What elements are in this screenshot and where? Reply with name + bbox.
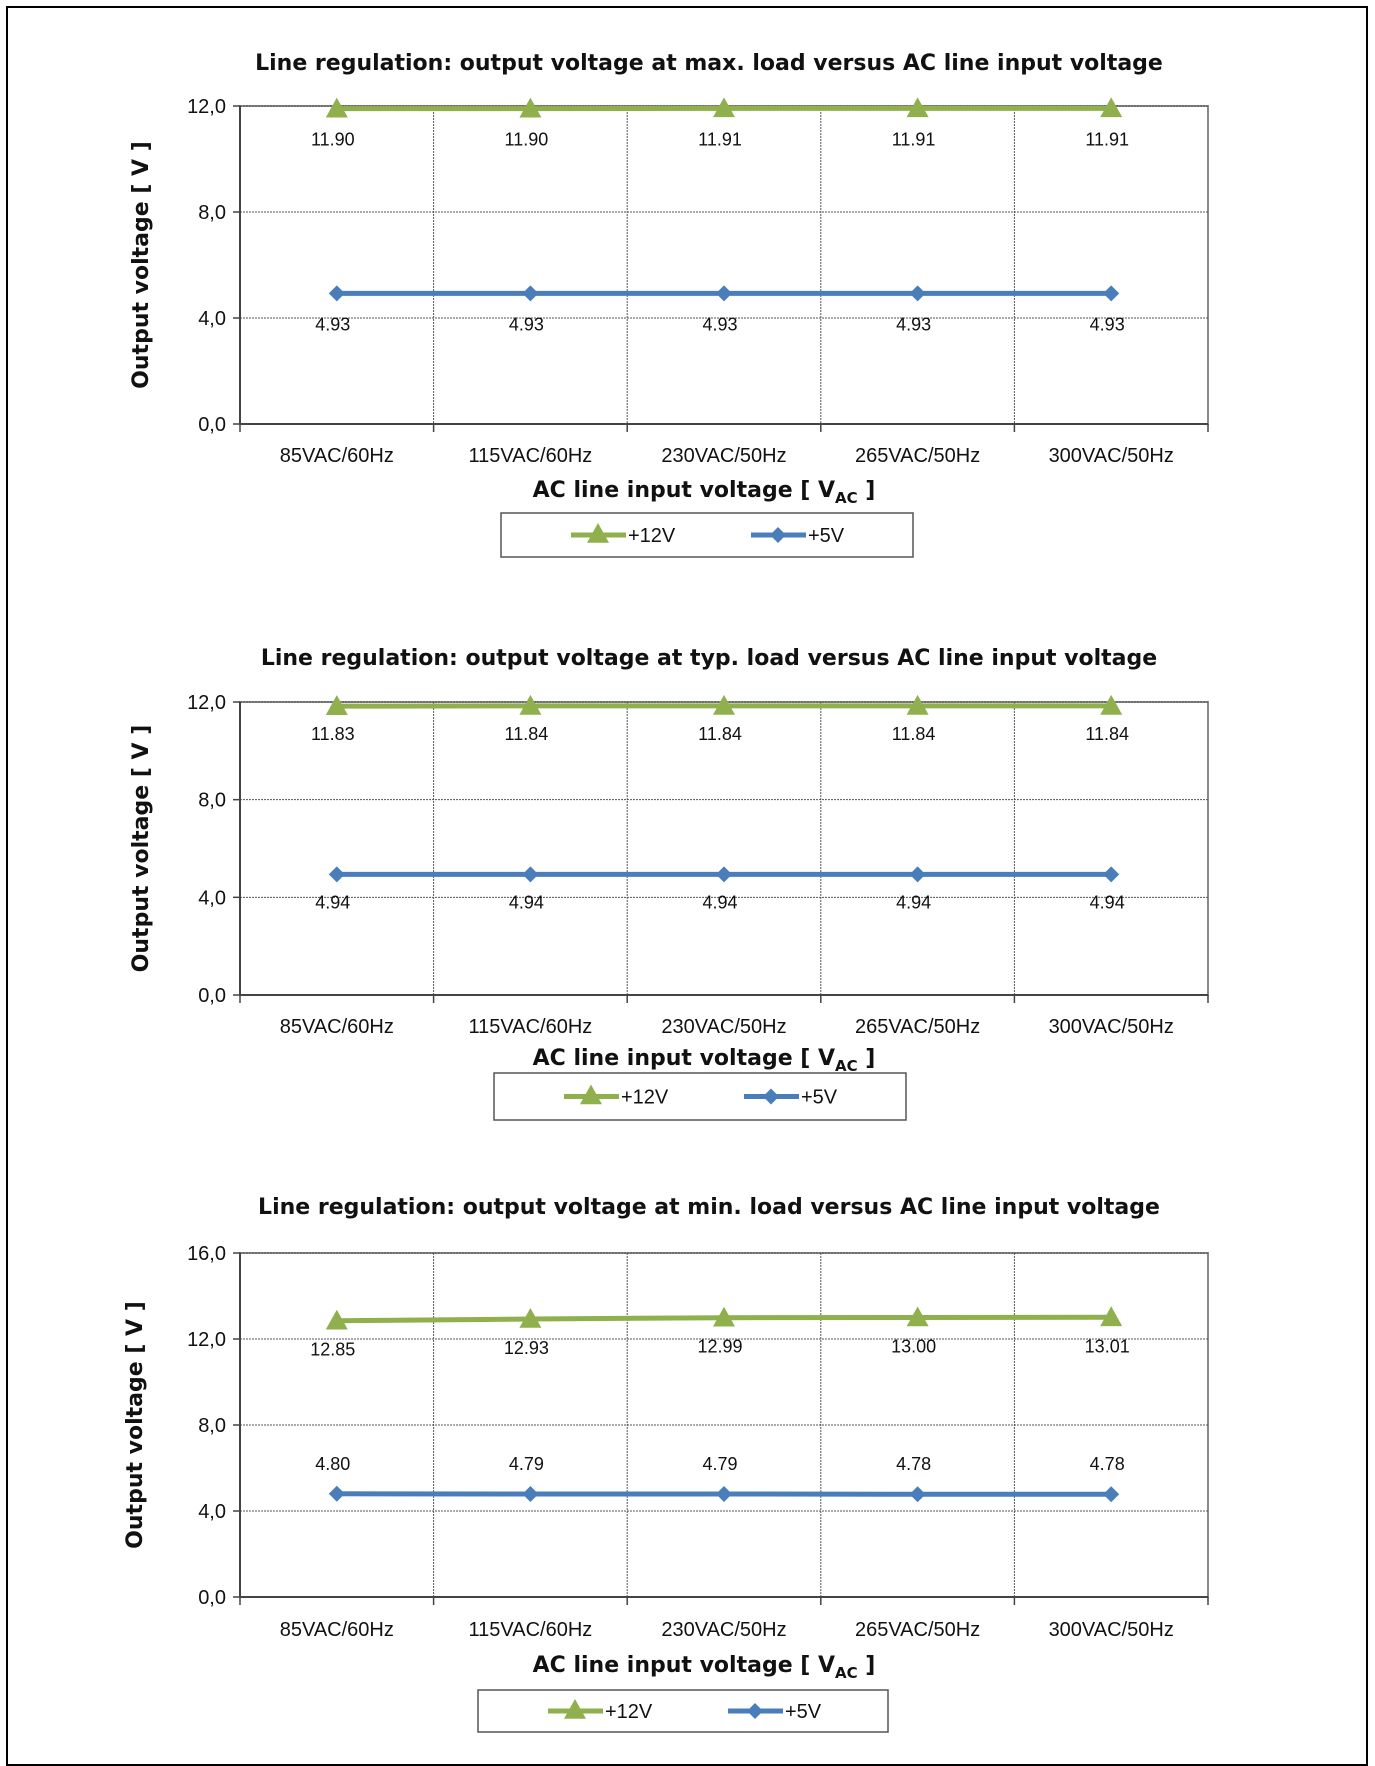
data-label: 4.93 <box>509 314 544 334</box>
data-label: 11.84 <box>1085 724 1129 744</box>
legend-label: +12V <box>621 1087 669 1109</box>
y-axis-title: Output voltage [ V ] <box>129 725 154 973</box>
legend-label: +12V <box>628 525 676 547</box>
data-label: 4.94 <box>702 892 737 912</box>
y-tick-label: 12,0 <box>187 96 226 118</box>
data-point <box>329 285 345 301</box>
data-label: 4.94 <box>509 892 544 912</box>
x-tick-label: 85VAC/60Hz <box>280 1619 394 1641</box>
y-tick-label: 16,0 <box>187 1243 226 1265</box>
x-tick-label: 300VAC/50Hz <box>1049 1619 1174 1641</box>
legend-box <box>478 1690 888 1732</box>
legend-label: +5V <box>808 525 845 547</box>
x-tick-label: 115VAC/60Hz <box>469 1016 593 1038</box>
x-tick-label: 115VAC/60Hz <box>469 445 593 467</box>
data-label: 12.93 <box>504 1338 549 1358</box>
y-tick-label: 0,0 <box>198 985 226 1007</box>
data-label: 4.93 <box>1090 314 1125 334</box>
chart-title: Line regulation: output voltage at typ. … <box>261 646 1157 671</box>
x-axis-title: AC line input voltage [ VAC ] <box>533 478 876 507</box>
data-label: 4.79 <box>509 1454 544 1474</box>
legend-label: +5V <box>801 1087 838 1109</box>
x-axis-title: AC line input voltage [ VAC ] <box>533 1046 876 1075</box>
x-tick-label: 230VAC/50Hz <box>661 1016 786 1038</box>
data-label: 11.91 <box>1085 129 1129 149</box>
chart-3: Line regulation: output voltage at min. … <box>123 1195 1208 1732</box>
plot-area <box>240 106 1208 424</box>
y-tick-label: 0,0 <box>198 414 226 436</box>
data-label: 11.91 <box>892 129 936 149</box>
data-label: 11.83 <box>311 724 355 744</box>
data-point <box>910 1486 926 1502</box>
y-tick-label: 12,0 <box>187 692 226 714</box>
data-point <box>522 1486 538 1502</box>
data-point <box>522 866 538 882</box>
y-axis-title: Output voltage [ V ] <box>123 1301 148 1549</box>
x-tick-label: 85VAC/60Hz <box>280 445 394 467</box>
data-point <box>329 1486 345 1502</box>
y-tick-label: 4,0 <box>198 1501 226 1523</box>
data-label: 4.78 <box>896 1454 931 1474</box>
data-point <box>1103 866 1119 882</box>
y-tick-label: 0,0 <box>198 1587 226 1609</box>
data-label: 11.84 <box>505 724 549 744</box>
x-tick-label: 115VAC/60Hz <box>469 1619 593 1641</box>
y-axis-title: Output voltage [ V ] <box>129 141 154 389</box>
x-tick-label: 265VAC/50Hz <box>855 1619 980 1641</box>
data-label: 4.79 <box>702 1454 737 1474</box>
x-tick-label: 300VAC/50Hz <box>1049 445 1174 467</box>
chart-1: Line regulation: output voltage at max. … <box>129 51 1208 557</box>
data-label: 11.84 <box>892 724 936 744</box>
data-point <box>1103 1486 1119 1502</box>
chart-title: Line regulation: output voltage at max. … <box>255 51 1163 76</box>
legend-label: +5V <box>785 1701 822 1723</box>
data-label: 4.94 <box>315 892 350 912</box>
data-point <box>522 285 538 301</box>
data-label: 4.94 <box>896 892 931 912</box>
data-label: 4.80 <box>315 1454 350 1474</box>
legend-label: +12V <box>605 1701 653 1723</box>
y-tick-label: 8,0 <box>198 1415 226 1437</box>
data-label: 4.93 <box>896 314 931 334</box>
y-tick-label: 8,0 <box>198 202 226 224</box>
x-tick-label: 230VAC/50Hz <box>661 1619 786 1641</box>
x-tick-label: 230VAC/50Hz <box>661 445 786 467</box>
data-label: 11.90 <box>505 130 549 150</box>
y-tick-label: 12,0 <box>187 1329 226 1351</box>
x-tick-label: 300VAC/50Hz <box>1049 1016 1174 1038</box>
data-label: 13.00 <box>891 1337 936 1357</box>
data-label: 4.78 <box>1090 1454 1125 1474</box>
data-point <box>910 866 926 882</box>
y-tick-label: 8,0 <box>198 790 226 812</box>
x-axis-title: AC line input voltage [ VAC ] <box>533 1653 876 1682</box>
data-label: 11.84 <box>698 724 742 744</box>
x-tick-label: 85VAC/60Hz <box>280 1016 394 1038</box>
x-tick-label: 265VAC/50Hz <box>855 1016 980 1038</box>
data-point <box>716 866 732 882</box>
y-tick-label: 4,0 <box>198 308 226 330</box>
legend-box <box>501 513 913 557</box>
plot-area <box>240 702 1208 995</box>
data-label: 11.90 <box>311 130 355 150</box>
data-point <box>1103 285 1119 301</box>
data-label: 12.99 <box>697 1337 742 1357</box>
legend-box <box>494 1073 906 1120</box>
x-tick-label: 265VAC/50Hz <box>855 445 980 467</box>
data-label: 4.93 <box>315 314 350 334</box>
data-label: 4.94 <box>1090 892 1125 912</box>
data-point <box>329 866 345 882</box>
data-point <box>716 285 732 301</box>
data-label: 12.85 <box>310 1340 355 1360</box>
data-label: 4.93 <box>702 314 737 334</box>
data-point <box>716 1486 732 1502</box>
chart-title: Line regulation: output voltage at min. … <box>258 1195 1160 1220</box>
data-label: 13.01 <box>1085 1336 1130 1356</box>
data-label: 11.91 <box>698 129 742 149</box>
data-point <box>910 285 926 301</box>
chart-2: Line regulation: output voltage at typ. … <box>129 646 1208 1120</box>
y-tick-label: 4,0 <box>198 887 226 909</box>
